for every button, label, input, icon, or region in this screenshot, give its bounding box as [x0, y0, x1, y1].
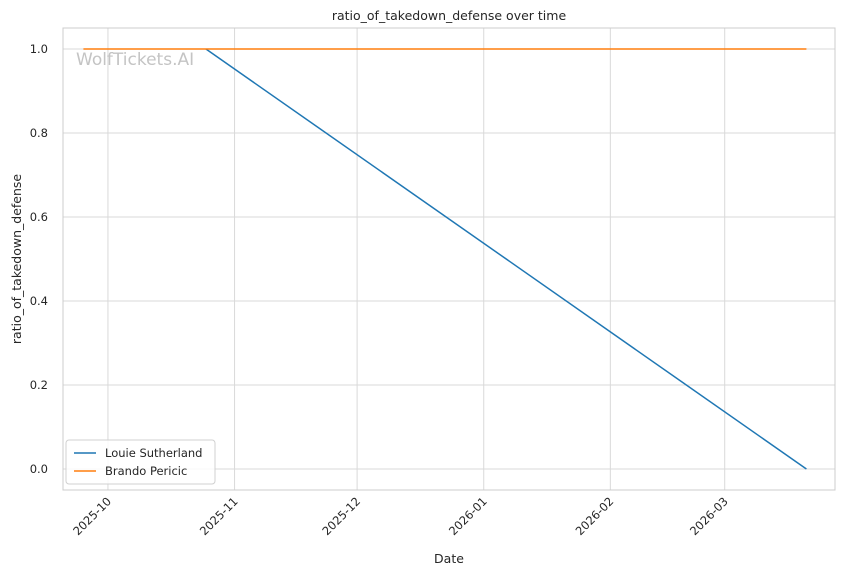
x-axis-label: Date — [434, 551, 464, 566]
legend-label: Brando Pericic — [105, 464, 187, 478]
legend-box — [65, 439, 216, 485]
y-tick-label: 0.0 — [30, 462, 48, 476]
y-axis-label: ratio_of_takedown_defense — [9, 174, 24, 345]
watermark: WolfTickets.AI — [76, 50, 194, 70]
y-tick-label: 0.8 — [30, 126, 48, 140]
y-tick-label: 0.4 — [30, 294, 48, 308]
legend-label: Louie Sutherland — [105, 446, 202, 460]
y-tick-label: 1.0 — [30, 42, 48, 56]
legend: Louie Sutherland Brando Pericic — [65, 439, 216, 485]
y-tick-label: 0.6 — [30, 210, 48, 224]
chart-title: ratio_of_takedown_defense over time — [332, 8, 567, 23]
y-tick-label: 0.2 — [30, 378, 48, 392]
series-lines — [83, 48, 807, 470]
series-line — [205, 48, 807, 470]
plot-area-frame — [62, 27, 836, 491]
